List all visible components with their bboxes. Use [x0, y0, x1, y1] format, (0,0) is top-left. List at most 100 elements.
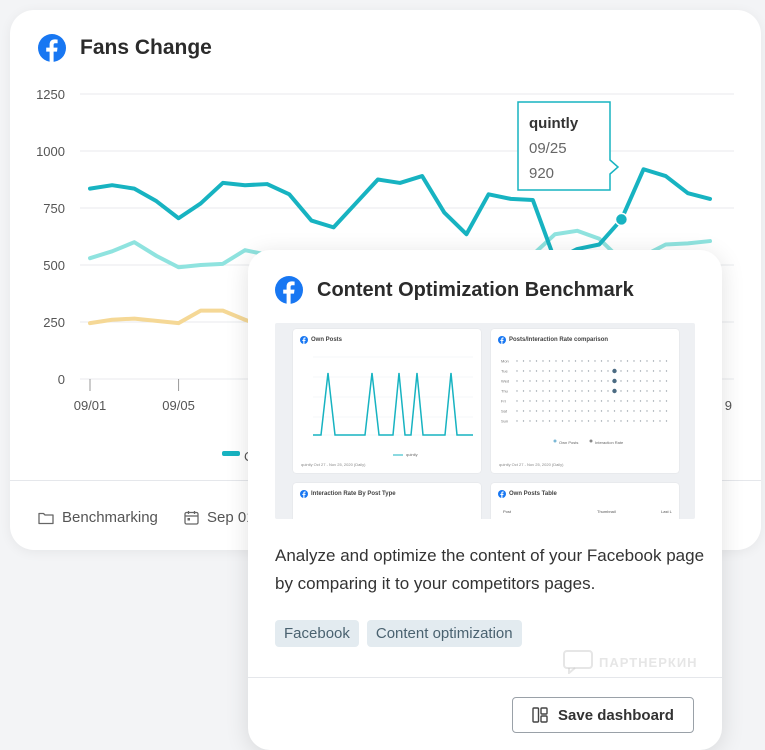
preview-dot — [607, 400, 609, 402]
preview-dot — [652, 410, 655, 412]
preview-dot — [555, 400, 557, 402]
preview-dot — [542, 390, 544, 392]
fans-change-title: Fans Change — [80, 36, 212, 59]
preview-dot — [548, 360, 551, 362]
preview-dot — [542, 360, 544, 362]
preview-own-posts-footer: quintly Oct 27 - Nov 25, 2020 (Daily) — [301, 462, 366, 467]
preview-dot — [535, 410, 538, 412]
preview-dot — [542, 400, 544, 402]
preview-dot — [652, 400, 655, 402]
preview-dot — [659, 390, 661, 392]
preview-dot — [620, 380, 622, 382]
preview-dot — [529, 420, 531, 422]
preview-dot — [542, 380, 544, 382]
preview-dot — [529, 380, 531, 382]
tag-content-optimization[interactable]: Content optimization — [366, 620, 522, 647]
preview-comparison: Posts/Interaction Rate comparison Mon Tue… — [491, 329, 679, 473]
preview-dot — [516, 380, 518, 382]
preview-dot — [529, 400, 531, 402]
preview-dot — [535, 380, 538, 382]
preview-day-label: Mon — [501, 359, 509, 364]
preview-dot — [561, 380, 564, 382]
preview-dot — [613, 420, 616, 422]
preview-dot — [626, 370, 629, 372]
preview-dot — [535, 420, 538, 422]
preview-dot — [652, 360, 655, 362]
x-tick-label: 09/01 — [74, 398, 107, 413]
preview-dot — [581, 420, 583, 422]
folder-icon — [38, 512, 54, 524]
benchmark-card[interactable]: Content Optimization Benchmark Own Posts… — [248, 250, 722, 750]
preview-dot — [529, 410, 531, 412]
folder-link[interactable]: Benchmarking — [38, 509, 158, 526]
preview-dot — [587, 420, 590, 422]
preview-dot — [561, 410, 564, 412]
preview-rate-by-type-title: Interaction Rate By Post Type — [311, 491, 396, 497]
dashboard-layout-icon — [532, 707, 548, 723]
preview-dot — [555, 370, 557, 372]
preview-dot — [548, 420, 551, 422]
preview-dot — [516, 420, 518, 422]
preview-dot — [639, 410, 642, 412]
tooltip — [517, 101, 620, 191]
save-dashboard-button[interactable]: Save dashboard — [512, 697, 694, 733]
preview-dot — [620, 410, 622, 412]
preview-dot — [548, 410, 551, 412]
preview-comparison-title: Posts/Interaction Rate comparison — [509, 337, 609, 343]
watermark-text: ПАРТНЕРКИН — [599, 654, 698, 670]
preview-dot — [600, 410, 603, 412]
preview-dot — [581, 360, 583, 362]
series-line-0[interactable] — [88, 167, 712, 263]
preview-dot — [620, 370, 622, 372]
preview-dot — [587, 360, 590, 362]
preview-dot — [620, 390, 622, 392]
preview-dot — [633, 410, 635, 412]
preview-dot — [646, 390, 648, 392]
date-range[interactable]: Sep 01 — [184, 509, 255, 526]
x-tick-label: 09/05 — [162, 398, 195, 413]
preview-dot — [594, 420, 596, 422]
preview-dot — [665, 410, 668, 412]
preview-dot — [659, 360, 661, 362]
preview-dot — [659, 370, 661, 372]
benchmark-description: Analyze and optimize the content of your… — [275, 546, 705, 593]
preview-dot — [639, 380, 642, 382]
fans-change-header: Fans Change — [38, 34, 212, 62]
facebook-icon — [275, 276, 303, 304]
preview-dot — [587, 380, 590, 382]
preview-own-posts-legend: quintly — [406, 452, 418, 457]
preview-dot — [561, 420, 564, 422]
preview-dot — [607, 390, 609, 392]
preview-dot — [659, 400, 661, 402]
preview-dot — [581, 370, 583, 372]
preview-dot — [542, 370, 544, 372]
preview-dot — [561, 390, 564, 392]
preview-dot — [665, 370, 668, 372]
preview-own-posts-title: Own Posts — [311, 337, 343, 343]
preview-dot — [646, 400, 648, 402]
preview-rate-by-type: Interaction Rate By Post Type — [293, 483, 481, 519]
preview-dot — [574, 400, 577, 402]
facebook-icon — [498, 336, 506, 344]
preview-dot — [607, 420, 609, 422]
highlight-point[interactable] — [614, 212, 629, 227]
preview-dot — [594, 400, 596, 402]
preview-dot — [626, 390, 629, 392]
preview-dot — [561, 360, 564, 362]
preview-dot — [633, 420, 635, 422]
preview-dot — [594, 370, 596, 372]
preview-dot — [639, 420, 642, 422]
preview-comparison-chart: Mon Tue Wed Thu Fri Sat Sun — [501, 359, 668, 443]
tag-facebook[interactable]: Facebook — [275, 620, 359, 647]
preview-posts-table: Own Posts Table Post Thumbnail Last L — [491, 483, 679, 519]
preview-dot — [574, 420, 577, 422]
preview-comparison-footer: quintly Oct 27 - Nov 25, 2020 (Daily) — [499, 462, 564, 467]
preview-dot — [600, 420, 603, 422]
preview-dot — [646, 380, 648, 382]
preview-dot — [548, 380, 551, 382]
preview-dot — [652, 380, 655, 382]
facebook-icon — [300, 336, 308, 344]
preview-dot — [633, 370, 635, 372]
preview-dot — [607, 410, 609, 412]
preview-own-posts-chart — [313, 356, 473, 456]
